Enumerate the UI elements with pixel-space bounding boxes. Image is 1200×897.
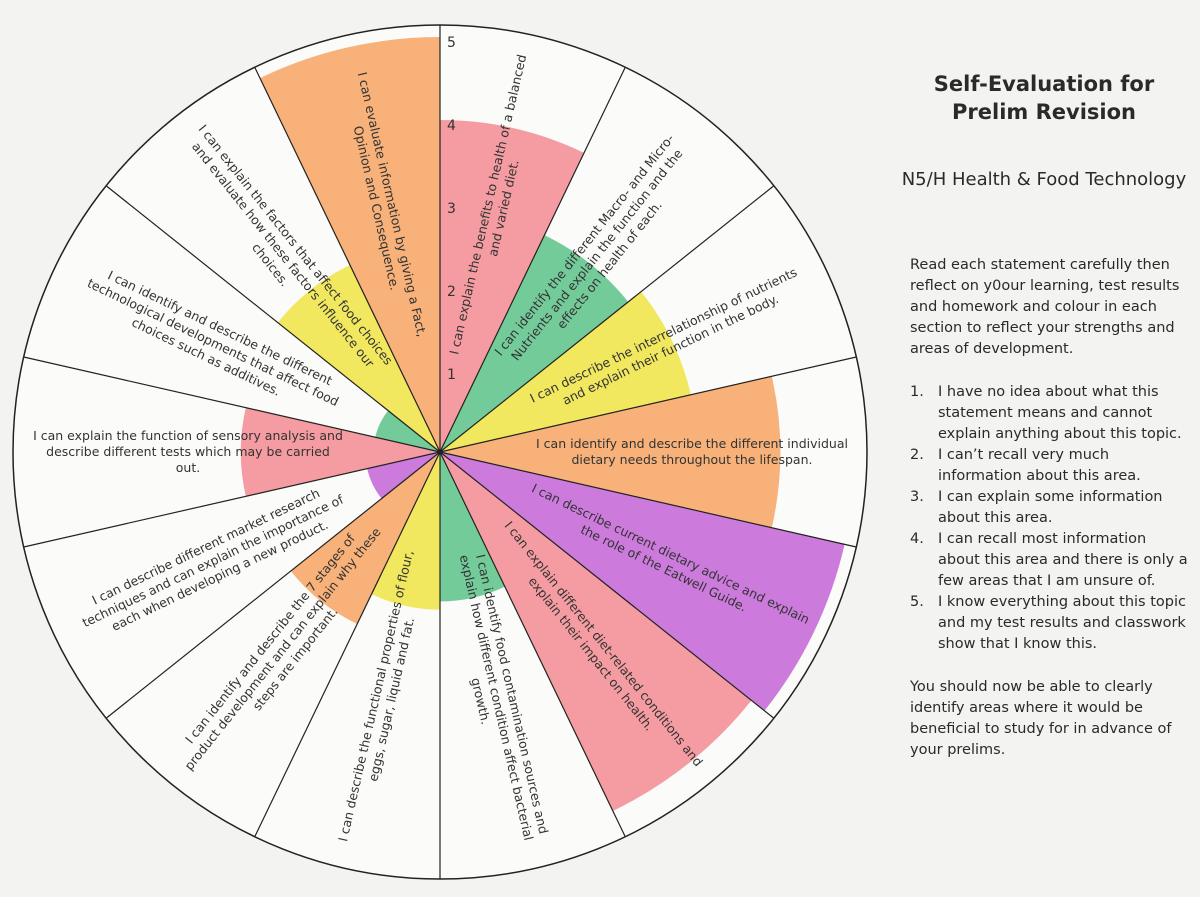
rating-wedge: [290, 452, 440, 624]
level-list: 1. I have no idea about what this stateme…: [896, 382, 1192, 655]
segment-divider: [254, 451, 441, 837]
scale-label: 2: [447, 284, 456, 300]
instructions-panel: Self-Evaluation for Prelim Revision N5/H…: [896, 70, 1192, 783]
statement: I can explain the function of sensory an…: [33, 428, 343, 475]
statement-box: I can explain the function of sensory an…: [33, 428, 343, 475]
statement: I can identify and describe the differen…: [536, 436, 848, 467]
subtitle: N5/H Health & Food Technology: [901, 168, 1187, 190]
level-text: I can explain some information about thi…: [938, 488, 1163, 526]
segment-divider: [439, 451, 626, 837]
segment-divider: [105, 185, 441, 453]
level: 1. I have no idea about what this stateme…: [910, 382, 1192, 445]
level-text: I have no idea about what this statement…: [938, 383, 1182, 442]
level-number: 3.: [910, 488, 924, 505]
rating-wedge: [240, 407, 440, 497]
intro: Read each statement carefully then refle…: [910, 256, 1180, 357]
level: 2. I can’t recall very much information a…: [910, 445, 1192, 487]
segment-divider: [105, 451, 441, 719]
rating-wedge: [371, 452, 440, 610]
segment-divider: [439, 451, 857, 548]
segment-divider: [439, 185, 775, 453]
rating-wedge: [375, 410, 440, 452]
level-text: I can recall most information about this…: [938, 530, 1188, 589]
level-text: I can’t recall very much information abo…: [938, 446, 1141, 484]
statement-box: I can identify and describe the differen…: [536, 436, 848, 467]
rating-wedge: [440, 452, 505, 602]
level: 4. I can recall most information about th…: [910, 529, 1192, 592]
rating-wedge: [440, 452, 845, 711]
title: Self-Evaluation for Prelim Revision: [933, 72, 1155, 125]
rating-wedge: [440, 120, 585, 452]
rating-wedge: [259, 37, 440, 452]
segment: I can explain the function of sensory an…: [33, 428, 343, 475]
segment-divider: [439, 451, 775, 719]
segment: I can identify and describe the differen…: [536, 436, 848, 467]
segment-divider: [23, 451, 441, 548]
level: 3. I can explain some information about t…: [910, 487, 1192, 529]
scale-label: 4: [447, 118, 456, 134]
wheel-rim: [12, 24, 868, 880]
segment-divider: [23, 356, 441, 453]
closing: You should now be able to clearly identi…: [910, 679, 1172, 759]
segment-divider: [439, 67, 626, 453]
rating-wedge: [440, 452, 752, 811]
level-number: 1.: [910, 383, 924, 400]
segment-divider: [439, 356, 857, 453]
level-text: I know everything about this topic and m…: [938, 594, 1186, 653]
scale-label: 3: [447, 201, 456, 217]
level-number: 2.: [910, 446, 924, 463]
rating-wedge: [440, 291, 691, 452]
rating-wedge: [367, 452, 440, 499]
segment-divider: [254, 67, 441, 453]
rating-wedge: [440, 235, 629, 452]
scale-label: 1: [447, 367, 456, 383]
rating-wedge: [440, 376, 781, 528]
level: 5. I know everything about this topic and…: [910, 592, 1192, 655]
level-number: 5.: [910, 594, 924, 611]
scale-label: 5: [447, 35, 456, 51]
level-number: 4.: [910, 530, 924, 547]
rating-wedge: [277, 265, 440, 452]
